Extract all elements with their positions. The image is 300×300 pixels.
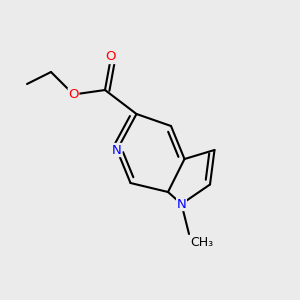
Text: CH₃: CH₃ (190, 236, 214, 248)
Text: N: N (177, 197, 186, 211)
Text: O: O (106, 50, 116, 64)
Text: N: N (112, 143, 122, 157)
Text: O: O (68, 88, 79, 101)
